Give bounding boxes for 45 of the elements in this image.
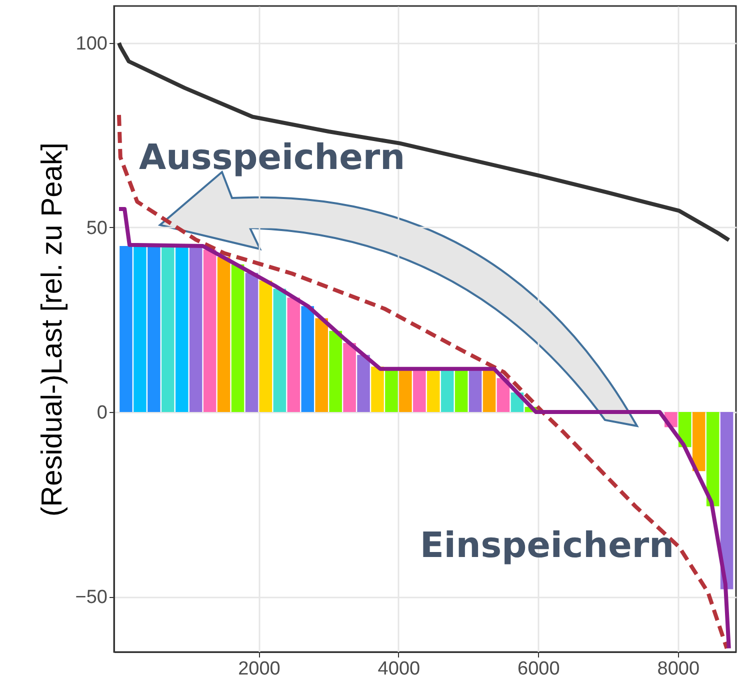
- bar: [413, 368, 426, 412]
- bar: [120, 246, 132, 412]
- bar: [148, 246, 160, 412]
- bar: [301, 306, 314, 412]
- x-tick-label: 2000: [238, 658, 280, 680]
- bar: [692, 412, 706, 472]
- bar: [189, 246, 202, 412]
- bar: [287, 298, 300, 412]
- bar: [385, 368, 398, 412]
- bar: [273, 288, 286, 412]
- bar: [371, 366, 384, 412]
- x-tick-label: 4000: [378, 658, 420, 680]
- bar: [720, 412, 734, 590]
- x-tick-label: 8000: [657, 658, 700, 680]
- y-tick-label: 100: [76, 33, 108, 54]
- bar: [245, 272, 258, 412]
- bar: [440, 368, 454, 412]
- annotation: Ausspeichern: [138, 138, 406, 178]
- bar: [329, 330, 342, 412]
- bar: [134, 246, 146, 412]
- y-tick-label: 0: [96, 402, 108, 424]
- bar: [399, 368, 412, 412]
- bar: [468, 368, 482, 412]
- bar: [343, 343, 356, 412]
- bar: [482, 368, 496, 412]
- bar: [678, 412, 692, 448]
- bar: [357, 354, 370, 412]
- bar: [231, 264, 244, 412]
- bar: [217, 257, 230, 412]
- line-series: [117, 207, 731, 650]
- bar: [175, 246, 188, 412]
- bar: [162, 246, 174, 412]
- line-series: [117, 40, 731, 242]
- bar: [203, 250, 216, 412]
- bar: [315, 318, 328, 412]
- bar: [426, 368, 440, 412]
- line-series: [117, 112, 729, 650]
- bar: [706, 412, 720, 506]
- y-tick-label: −50: [75, 587, 108, 608]
- bar: [454, 368, 468, 412]
- x-tick-label: 6000: [518, 658, 560, 680]
- y-axis-title: (Residual-)Last [rel. zu Peak]: [36, 142, 68, 516]
- y-tick-label: 50: [86, 218, 108, 239]
- annotation: Einspeichern: [420, 526, 674, 566]
- bar: [259, 280, 272, 412]
